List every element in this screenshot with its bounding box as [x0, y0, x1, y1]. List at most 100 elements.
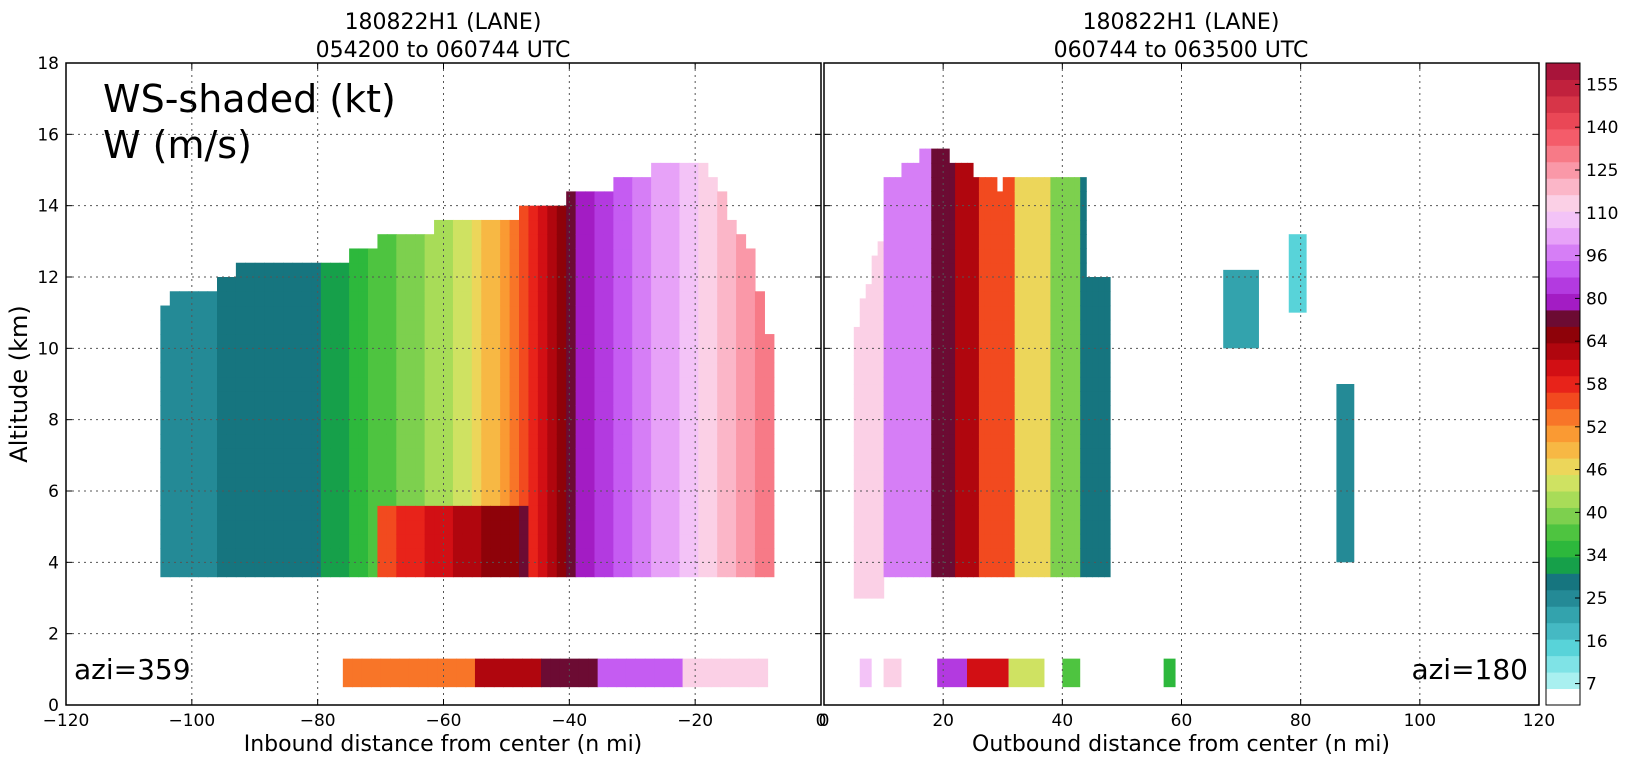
shaded-cell: [913, 391, 920, 406]
shaded-cell: [764, 433, 775, 449]
shaded-cell: [481, 248, 492, 264]
shaded-cell: [707, 262, 718, 278]
shaded-cell: [660, 519, 671, 535]
shaded-cell: [949, 162, 956, 178]
shaded-cell: [955, 519, 962, 535]
shaded-cell: [754, 562, 765, 578]
shaded-cell: [883, 334, 891, 349]
shaded-cell: [537, 277, 548, 292]
shaded-cell: [925, 448, 932, 464]
shaded-cell: [235, 562, 246, 578]
shaded-cell: [311, 391, 322, 406]
shaded-cell: [972, 533, 980, 549]
shaded-cell: [972, 205, 980, 221]
shaded-cell: [660, 433, 671, 449]
shaded-cell: [961, 376, 968, 392]
shaded-cell: [537, 562, 548, 578]
colorbar-swatch: [1546, 573, 1580, 591]
shaded-cell: [217, 277, 228, 292]
shaded-cell: [386, 277, 397, 292]
shaded-cell: [978, 548, 986, 563]
shaded-cell: [575, 234, 586, 250]
shaded-cell: [509, 291, 520, 307]
shaded-cell: [396, 433, 407, 449]
shaded-cell: [660, 405, 671, 421]
shaded-cell: [895, 376, 903, 392]
shaded-cell: [585, 519, 596, 535]
shaded-cell: [978, 376, 986, 392]
shaded-cell: [1020, 433, 1028, 449]
shaded-cell: [339, 491, 350, 506]
shaded-cell: [865, 326, 873, 342]
shaded-cell: [931, 248, 938, 264]
shaded-cell: [1062, 205, 1069, 221]
shaded-cell: [273, 262, 284, 278]
shaded-cell: [377, 505, 388, 521]
shaded-cell: [651, 462, 662, 478]
shaded-cell: [349, 519, 360, 535]
shaded-cell: [931, 419, 938, 435]
shaded-cell: [462, 319, 473, 335]
shaded-cell: [961, 277, 968, 292]
colorbar-swatch: [1546, 342, 1580, 360]
shaded-cell: [377, 262, 388, 278]
shaded-cell: [490, 405, 501, 421]
shaded-cell: [996, 405, 1004, 421]
shaded-cell: [943, 548, 950, 563]
shaded-cell: [949, 177, 956, 192]
shaded-cell: [937, 562, 944, 578]
shaded-cell: [481, 533, 492, 549]
shaded-cell: [443, 319, 454, 335]
shaded-cell: [613, 234, 624, 250]
y-tick-label: 14: [37, 197, 59, 217]
shaded-cell: [226, 505, 237, 521]
shaded-cell: [907, 277, 914, 292]
shaded-cell: [907, 262, 914, 278]
shaded-cell: [1044, 405, 1052, 421]
shaded-cell: [949, 234, 956, 250]
shaded-cell: [254, 362, 265, 378]
shaded-cell: [641, 405, 652, 421]
shaded-cell: [1002, 548, 1010, 563]
shaded-cell: [1080, 234, 1087, 250]
shaded-cell: [625, 658, 636, 688]
shaded-cell: [547, 491, 558, 506]
shaded-cell: [913, 234, 920, 250]
shaded-cell: [493, 658, 504, 688]
shaded-cell: [651, 362, 662, 378]
shaded-cell: [1080, 419, 1087, 435]
shaded-cell: [424, 348, 435, 364]
colorbar-swatch: [1546, 606, 1580, 624]
shaded-cell: [537, 305, 548, 321]
shaded-cell: [901, 319, 909, 335]
shaded-cell: [226, 391, 237, 406]
shaded-cell: [415, 291, 426, 307]
shaded-cell: [500, 433, 511, 449]
shaded-cell: [949, 191, 956, 207]
shaded-cell: [377, 291, 388, 307]
shaded-cell: [217, 319, 228, 335]
shaded-cell: [925, 533, 932, 549]
shaded-cell: [1074, 448, 1081, 464]
shaded-cell: [273, 462, 284, 478]
shaded-cell: [226, 376, 237, 392]
shaded-cell: [1038, 491, 1046, 506]
shaded-cell: [651, 419, 662, 435]
shaded-cell: [481, 291, 492, 307]
shaded-cell: [1032, 248, 1040, 264]
colorbar-swatch: [1546, 161, 1580, 179]
shaded-cell: [509, 562, 520, 578]
shaded-cell: [556, 419, 567, 435]
shaded-cell: [688, 448, 699, 464]
shaded-cell: [301, 548, 312, 563]
shaded-cell: [931, 519, 938, 535]
shaded-cell: [907, 319, 914, 335]
shaded-cell: [537, 219, 548, 235]
shaded-cell: [901, 248, 909, 264]
shaded-cell: [349, 362, 360, 378]
shaded-cell: [943, 391, 950, 406]
shaded-cell: [996, 219, 1004, 235]
shaded-cell: [235, 348, 246, 364]
shaded-cell: [679, 205, 690, 221]
shaded-cell: [688, 205, 699, 221]
